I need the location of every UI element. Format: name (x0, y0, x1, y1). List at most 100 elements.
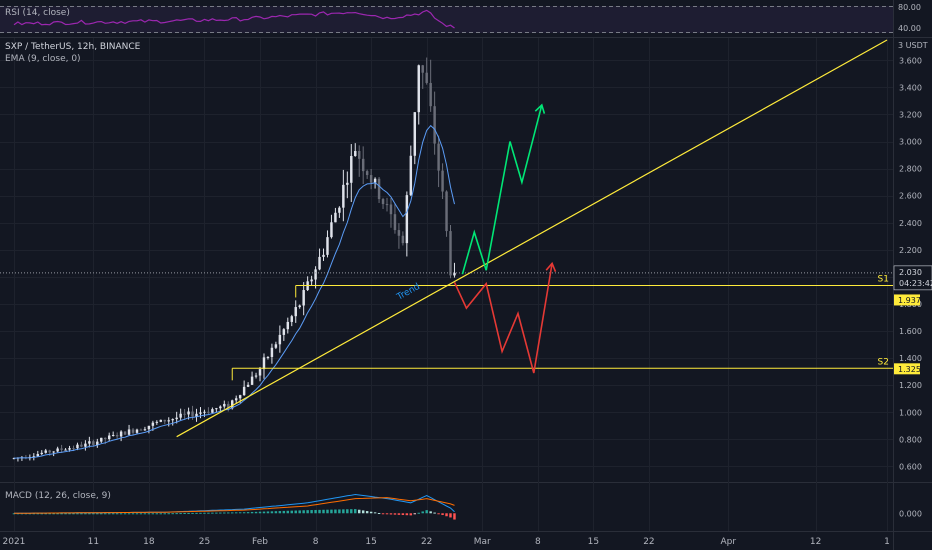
macd-hist-bar (48, 513, 51, 515)
time-tick-label: 15 (365, 537, 376, 547)
candle-body (203, 411, 206, 413)
price-axis-unit: 3 USDT (898, 41, 928, 50)
macd-hist-bar (437, 513, 440, 515)
macd-hist-bar (357, 509, 361, 514)
candle-body (32, 456, 36, 458)
candle-body (215, 408, 218, 410)
macd-hist-bar (338, 509, 341, 514)
candle-body (195, 413, 198, 417)
price-tick-label: 0.800 (899, 435, 922, 444)
candle-body (441, 170, 444, 192)
candle-body (437, 143, 440, 171)
candle-body (191, 411, 194, 417)
macd-hist-bar (187, 512, 190, 514)
macd-hist-bar (365, 511, 369, 514)
candle-body (231, 400, 234, 409)
macd-hist-bar (429, 511, 432, 514)
s1-price-box (894, 294, 920, 306)
macd-hist-bar (56, 513, 59, 515)
macd-hist-bar (231, 512, 234, 514)
candle-body (377, 178, 381, 200)
candle-body (310, 279, 313, 282)
candle-body (270, 347, 274, 357)
macd-hist-bar (24, 513, 28, 515)
candle-body (330, 222, 333, 238)
candle-body (385, 204, 389, 206)
macd-hist-bar (147, 513, 151, 515)
candle-body (219, 406, 222, 409)
candle-body (167, 420, 170, 422)
macd-hist-bar (290, 510, 293, 514)
macd-hist-bar (127, 513, 131, 515)
candles (12, 57, 456, 462)
macd-hist-bar (453, 513, 456, 520)
macd-hist-bar (425, 510, 428, 514)
candle-body (234, 398, 238, 401)
macd-hist-bar (12, 513, 16, 515)
candle-body (88, 441, 91, 444)
candle-body (389, 204, 393, 215)
macd-hist-bar (246, 512, 250, 514)
macd-hist-bar (306, 510, 309, 514)
macd-hist-bar (191, 512, 194, 514)
macd-zero-label: 0.000 (899, 509, 922, 518)
candle-body (68, 448, 71, 450)
macd-hist-bar (92, 513, 95, 515)
candle-body (12, 458, 16, 460)
macd-hist-bar (88, 513, 91, 515)
candle-body (242, 386, 246, 396)
macd-hist-bar (413, 513, 417, 515)
macd-hist-bar (107, 513, 111, 515)
candle-body (405, 195, 409, 244)
macd-hist-bar (326, 509, 329, 514)
candle-body (211, 409, 214, 413)
candle-body (357, 151, 361, 159)
candle-body (179, 413, 182, 418)
candle-body (298, 305, 301, 308)
current-price-box (893, 265, 932, 291)
macd-hist-bar (314, 509, 317, 514)
candle-body (163, 419, 167, 422)
bearish-scenario-path (453, 263, 553, 374)
bullish-scenario-path (461, 104, 543, 275)
time-tick-label: 1 (884, 537, 890, 547)
macd-pane: MACD (12, 26, close, 9) 0.000 (5, 491, 922, 520)
macd-hist-bar (274, 511, 278, 514)
time-tick-label: Feb (252, 537, 268, 547)
bearish-arrow-head (545, 261, 557, 273)
candle-body (52, 451, 55, 453)
macd-hist-bar (195, 512, 198, 514)
ema-line (13, 124, 455, 459)
macd-hist-bar (115, 513, 119, 515)
s2-price-box (894, 363, 920, 375)
candle-body (369, 175, 373, 183)
candle-body (314, 269, 317, 280)
macd-hist-bar (131, 513, 135, 515)
macd-hist-bar (139, 513, 143, 515)
candle-body (381, 199, 385, 205)
candle-body (346, 182, 349, 185)
macd-hist-bar (433, 512, 436, 514)
candle-body (433, 106, 436, 144)
macd-hist-bar (40, 513, 43, 515)
price-tick-label: 2.200 (899, 246, 922, 255)
macd-hist-bar (199, 512, 202, 514)
macd-hist-bar (68, 513, 71, 515)
macd-hist-bar (350, 509, 353, 514)
candle-body (302, 290, 305, 306)
macd-hist-bar (330, 509, 333, 514)
s1-price-label: 1.937 (898, 296, 921, 305)
candle-body (246, 384, 250, 387)
candle-body (318, 256, 321, 270)
macd-hist-bar (80, 513, 83, 515)
macd-hist-bar (32, 513, 36, 515)
candle-body (250, 376, 254, 385)
bullish-arrow-head (534, 103, 546, 114)
time-tick-label: 22 (643, 537, 654, 547)
rsi-label: RSI (14, close) (5, 8, 70, 18)
price-tick-label: 3.200 (899, 110, 922, 119)
time-tick-label: 15 (588, 537, 599, 547)
macd-hist-bar (179, 513, 182, 515)
candle-body (187, 411, 190, 415)
macd-hist-bar (318, 509, 321, 514)
